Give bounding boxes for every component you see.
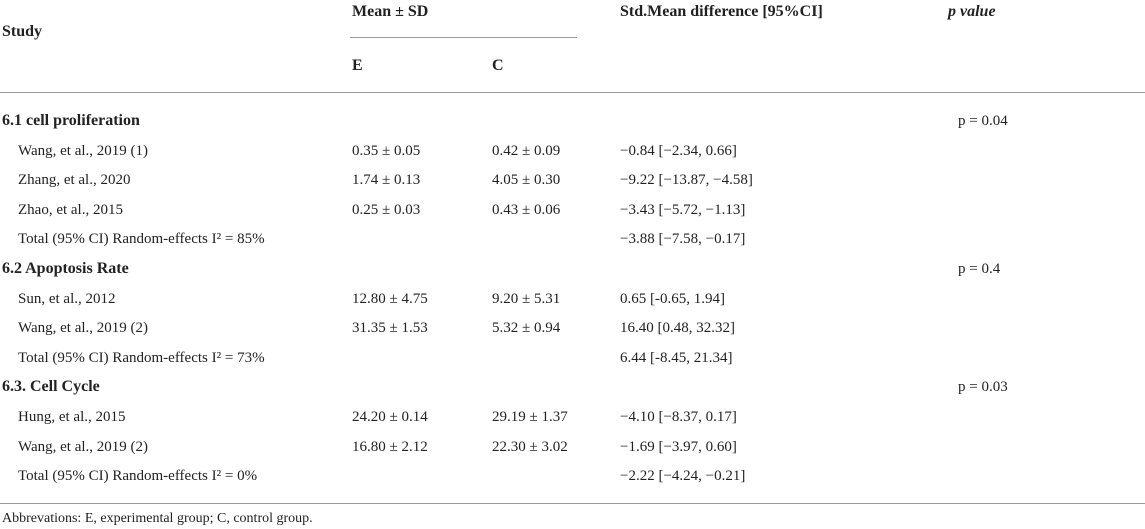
study-name: Zhang, et al., 2020 — [18, 172, 131, 189]
mean-c: 22.30 ± 3.02 — [492, 438, 568, 455]
smd: 16.40 [0.48, 32.32] — [620, 320, 735, 337]
rule — [350, 37, 577, 38]
smd: −4.10 [−8.37, 0.17] — [620, 409, 737, 425]
group-title: 6.2 Apoptosis Rate — [2, 260, 129, 277]
header-p-value: p value — [948, 3, 996, 20]
mean-c: 0.43 ± 0.06 — [492, 201, 561, 218]
group-title: 6.3. Cell Cycle — [2, 378, 100, 396]
study-name: Hung, et al., 2015 — [18, 409, 126, 425]
mean-e: 24.20 ± 0.14 — [352, 409, 428, 425]
mean-e: 1.74 ± 0.13 — [352, 172, 421, 189]
header-mean-sd: Mean ± SD — [352, 3, 429, 20]
smd: −1.69 [−3.97, 0.60] — [620, 438, 737, 455]
study-name: Sun, et al., 2012 — [18, 290, 116, 307]
smd: −9.22 [−13.87, −4.58] — [620, 172, 753, 189]
mean-e: 12.80 ± 4.75 — [352, 290, 428, 307]
study-name: Total (95% CI) Random-effects I² = 73% — [18, 349, 265, 366]
smd: −3.43 [−5.72, −1.13] — [620, 201, 746, 218]
smd: 0.65 [-0.65, 1.94] — [620, 290, 725, 307]
mean-c: 4.05 ± 0.30 — [492, 172, 561, 189]
rule — [0, 503, 1145, 504]
smd: −2.22 [−4.24, −0.21] — [620, 468, 746, 485]
p-value: p = 0.4 — [958, 261, 1001, 277]
mean-e: 31.35 ± 1.53 — [352, 320, 428, 337]
study-name: Total (95% CI) Random-effects I² = 0% — [18, 468, 258, 485]
study-name: Total (95% CI) Random-effects I² = 85% — [18, 231, 265, 248]
p-value: p = 0.03 — [958, 379, 1008, 396]
header-study: Study — [2, 23, 43, 40]
p-value: p = 0.04 — [958, 113, 1008, 129]
mean-e: 0.35 ± 0.05 — [352, 142, 421, 159]
rule — [0, 92, 1145, 93]
study-name: Wang, et al., 2019 (1) — [18, 142, 149, 159]
header-e: E — [352, 57, 363, 74]
study-name: Wang, et al., 2019 (2) — [18, 320, 149, 337]
smd: −3.88 [−7.58, −0.17] — [620, 231, 746, 248]
group-title: 6.1 cell proliferation — [2, 112, 140, 129]
mean-c: 0.42 ± 0.09 — [492, 142, 561, 159]
header-smd: Std.Mean difference [95%CI] — [620, 3, 823, 20]
mean-e: 0.25 ± 0.03 — [352, 201, 421, 218]
study-name: Zhao, et al., 2015 — [18, 201, 123, 218]
study-name: Wang, et al., 2019 (2) — [18, 438, 149, 455]
header-c: C — [492, 57, 504, 74]
mean-e: 16.80 ± 2.12 — [352, 438, 428, 455]
smd: 6.44 [-8.45, 21.34] — [620, 349, 733, 366]
mean-c: 29.19 ± 1.37 — [492, 409, 568, 425]
mean-c: 5.32 ± 0.94 — [492, 320, 561, 337]
smd: −0.84 [−2.34, 0.66] — [620, 142, 737, 159]
mean-c: 9.20 ± 5.31 — [492, 290, 561, 307]
footnote: Abbrevations: E, experimental group; C, … — [2, 511, 313, 526]
